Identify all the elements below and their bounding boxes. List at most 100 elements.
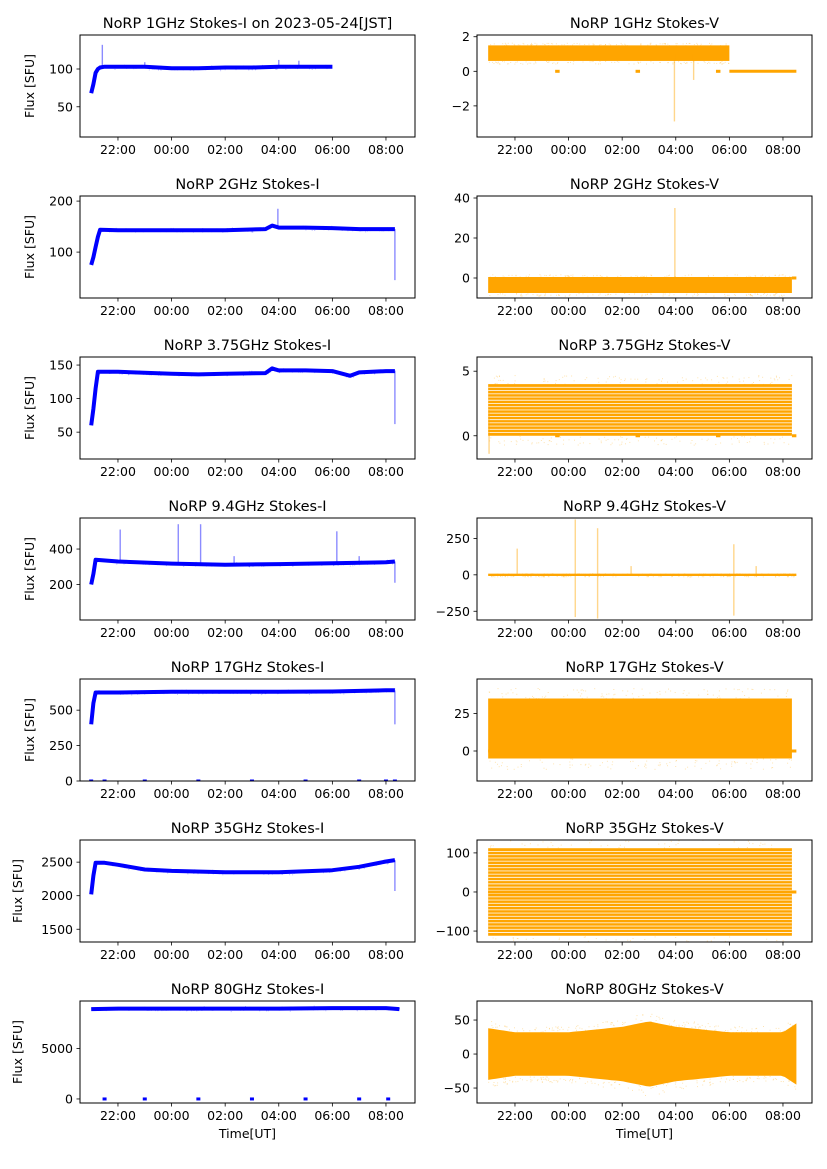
data-point bbox=[789, 573, 791, 575]
y-tick-label: 250 bbox=[446, 531, 470, 546]
data-point bbox=[703, 689, 705, 691]
data-point bbox=[618, 1083, 620, 1085]
data-point bbox=[552, 43, 554, 45]
data-point bbox=[731, 763, 733, 765]
data-point bbox=[527, 439, 529, 441]
plot-area bbox=[488, 208, 797, 297]
data-point bbox=[769, 294, 771, 296]
data-point bbox=[497, 62, 499, 64]
data-point bbox=[568, 275, 570, 277]
data-point bbox=[625, 443, 626, 445]
data-point bbox=[684, 1024, 686, 1026]
data-point bbox=[492, 837, 493, 838]
data-point bbox=[530, 1079, 532, 1081]
data-point bbox=[508, 45, 510, 47]
data-point bbox=[787, 576, 789, 578]
data-point bbox=[665, 443, 667, 445]
data-point bbox=[734, 761, 736, 763]
data-point bbox=[605, 381, 607, 383]
data-point bbox=[624, 846, 625, 848]
data-point bbox=[595, 63, 597, 65]
data-point bbox=[774, 294, 776, 295]
y-tick-label: 100 bbox=[446, 845, 470, 860]
data-point bbox=[632, 760, 634, 762]
data-point bbox=[707, 63, 708, 64]
data-point bbox=[267, 1010, 269, 1012]
y-tick-label: 0 bbox=[65, 1091, 73, 1106]
data-point bbox=[556, 1027, 558, 1029]
data-point bbox=[615, 1081, 617, 1083]
data-point bbox=[496, 1084, 498, 1086]
data-point bbox=[775, 1027, 777, 1029]
data-point bbox=[602, 1082, 604, 1084]
data-point bbox=[187, 873, 189, 875]
data-point bbox=[610, 294, 612, 295]
data-point bbox=[669, 761, 671, 763]
data-point bbox=[745, 1080, 747, 1082]
data-point bbox=[633, 688, 635, 690]
data-point bbox=[542, 1081, 543, 1083]
data-point bbox=[495, 375, 497, 377]
data-point bbox=[681, 377, 683, 379]
data-point bbox=[630, 378, 632, 380]
data-point bbox=[501, 576, 503, 578]
data-point bbox=[782, 436, 783, 438]
data-point bbox=[651, 275, 653, 277]
data-point bbox=[728, 294, 730, 296]
data-point bbox=[691, 1026, 693, 1028]
data-point bbox=[605, 1021, 607, 1023]
x-tick-label: 08:00 bbox=[368, 947, 404, 962]
data-point bbox=[682, 1088, 684, 1090]
data-point bbox=[644, 436, 646, 438]
data-point bbox=[489, 691, 491, 693]
data-point bbox=[650, 274, 652, 276]
data-point bbox=[642, 1091, 644, 1093]
data-point bbox=[599, 764, 601, 766]
zero-dot bbox=[142, 779, 147, 781]
subplot-left-4: 22:00 00:00 02:00 04:00 06:00 08:000250500NoR… bbox=[22, 660, 416, 801]
data-point bbox=[505, 1077, 506, 1079]
data-point bbox=[577, 444, 579, 446]
data-point bbox=[649, 43, 651, 45]
data-point bbox=[697, 1086, 698, 1088]
data-point bbox=[599, 63, 601, 65]
data-point bbox=[669, 45, 671, 47]
data-point bbox=[526, 573, 528, 575]
data-point bbox=[547, 444, 549, 446]
data-point bbox=[545, 1079, 547, 1081]
data-point bbox=[598, 63, 599, 65]
data-point bbox=[500, 379, 502, 381]
data-point bbox=[642, 1014, 644, 1016]
x-tick-label: 22:00 bbox=[100, 947, 136, 962]
data-point bbox=[705, 762, 707, 764]
data-point bbox=[677, 573, 679, 575]
data-point bbox=[739, 276, 741, 278]
data-point bbox=[521, 843, 523, 845]
data-point bbox=[292, 565, 294, 567]
data-point bbox=[555, 382, 556, 384]
data-point bbox=[502, 696, 504, 698]
data-point bbox=[760, 573, 762, 575]
data-point bbox=[770, 438, 772, 440]
data-point bbox=[721, 63, 723, 65]
data-point bbox=[791, 375, 793, 377]
data-point bbox=[202, 693, 204, 695]
data-point bbox=[516, 693, 518, 695]
data-point bbox=[276, 68, 278, 70]
y-axis-label: Flux [SFU] bbox=[10, 859, 25, 923]
data-point bbox=[659, 762, 661, 764]
data-point bbox=[667, 1083, 669, 1085]
data-point bbox=[652, 62, 654, 64]
y-tick-label: 100 bbox=[49, 391, 73, 406]
data-point bbox=[732, 1078, 734, 1080]
data-point bbox=[750, 767, 752, 769]
data-point bbox=[524, 576, 526, 578]
data-point bbox=[607, 293, 609, 295]
data-point bbox=[592, 61, 594, 62]
data-point bbox=[543, 1078, 545, 1080]
data-point bbox=[731, 945, 732, 946]
plot-area bbox=[488, 837, 797, 946]
data-point bbox=[721, 63, 723, 65]
data-point bbox=[574, 439, 575, 441]
data-point bbox=[517, 766, 519, 768]
